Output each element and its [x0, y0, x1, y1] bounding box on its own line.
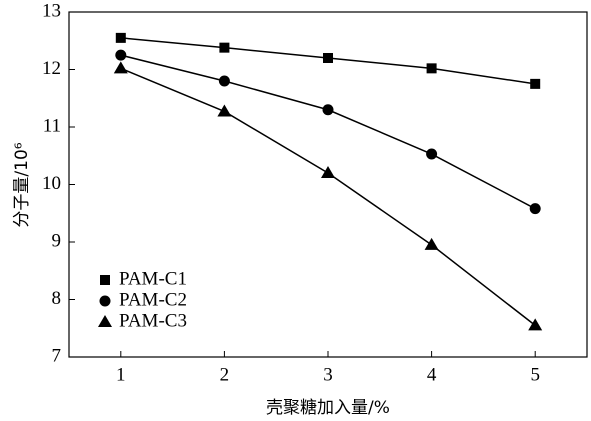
legend-label: PAM-C2: [119, 289, 187, 310]
data-point: [113, 61, 128, 74]
x-axis-label: 壳聚糖加入量/%: [266, 398, 390, 418]
data-point: [424, 237, 439, 250]
x-tick-label: 4: [427, 364, 437, 385]
legend-label: PAM-C3: [119, 310, 187, 331]
y-tick-label: 11: [43, 115, 61, 136]
y-tick-label: 13: [42, 0, 61, 21]
y-tick-label: 10: [42, 173, 61, 194]
y-tick-label: 7: [52, 345, 62, 366]
data-point: [322, 104, 334, 116]
data-point: [219, 42, 230, 53]
legend-marker: [100, 275, 110, 285]
x-tick-label: 5: [530, 364, 540, 385]
data-point: [217, 104, 232, 117]
y-tick-label: 9: [52, 230, 62, 251]
y-axis-label: 分子量/10⁶: [12, 142, 32, 227]
x-tick-label: 3: [323, 364, 333, 385]
data-point: [115, 49, 127, 61]
data-point: [530, 78, 541, 89]
data-point: [426, 148, 438, 160]
data-point: [321, 166, 335, 178]
legend-marker: [99, 295, 111, 307]
x-tick-label: 1: [116, 364, 126, 385]
data-point: [323, 53, 333, 63]
data-point: [426, 63, 437, 74]
series-line: [120, 54, 536, 210]
data-point: [528, 318, 543, 331]
x-tick-label: 2: [220, 364, 230, 385]
legend-label: PAM-C1: [119, 268, 187, 289]
data-point: [218, 75, 230, 87]
data-point: [529, 203, 541, 215]
data-point: [115, 32, 126, 43]
legend-marker: [98, 315, 112, 327]
y-tick-label: 8: [52, 288, 62, 309]
y-tick-label: 12: [42, 58, 61, 79]
